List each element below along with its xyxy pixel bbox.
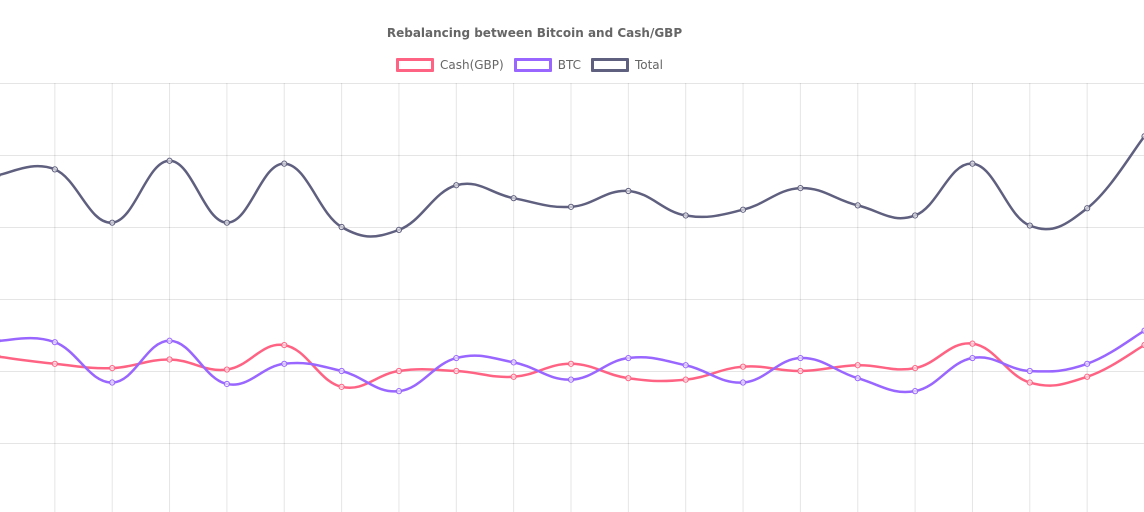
data-point-btc[interactable] bbox=[223, 380, 230, 388]
data-point-total[interactable] bbox=[166, 157, 173, 164]
data-point-cash[interactable] bbox=[1141, 342, 1144, 349]
data-point-cash[interactable] bbox=[1026, 379, 1033, 386]
data-point-cash[interactable] bbox=[109, 365, 116, 372]
data-point-total[interactable] bbox=[1084, 205, 1091, 212]
data-point-total[interactable] bbox=[395, 226, 403, 233]
series-total bbox=[0, 133, 1144, 238]
data-point-cash[interactable] bbox=[912, 365, 919, 372]
data-point-cash[interactable] bbox=[166, 356, 173, 363]
data-point-total[interactable] bbox=[1026, 222, 1033, 229]
data-point-total[interactable] bbox=[969, 160, 976, 167]
data-point-total[interactable] bbox=[281, 160, 288, 167]
data-point-btc[interactable] bbox=[625, 354, 632, 362]
data-point-btc[interactable] bbox=[969, 354, 976, 362]
data-point-total[interactable] bbox=[223, 219, 230, 226]
data-point-total[interactable] bbox=[338, 223, 345, 231]
data-point-cash[interactable] bbox=[567, 360, 575, 367]
data-point-total[interactable] bbox=[682, 212, 689, 219]
data-point-btc[interactable] bbox=[338, 367, 345, 375]
data-point-cash[interactable] bbox=[1084, 373, 1091, 380]
series-line-total bbox=[0, 135, 1144, 238]
data-point-total[interactable] bbox=[567, 203, 575, 210]
data-point-total[interactable] bbox=[854, 202, 861, 209]
data-point-btc[interactable] bbox=[1026, 367, 1033, 375]
series-btc bbox=[0, 327, 1144, 395]
data-point-cash[interactable] bbox=[625, 375, 632, 382]
data-point-btc[interactable] bbox=[854, 375, 861, 382]
data-point-btc[interactable] bbox=[797, 354, 804, 362]
data-point-total[interactable] bbox=[739, 206, 747, 213]
data-point-btc[interactable] bbox=[567, 376, 575, 383]
data-point-total[interactable] bbox=[1141, 133, 1144, 140]
data-point-total[interactable] bbox=[453, 182, 460, 189]
legend-item-btc[interactable]: BTC bbox=[513, 58, 581, 72]
data-point-cash[interactable] bbox=[338, 383, 345, 390]
data-point-cash[interactable] bbox=[510, 373, 517, 380]
legend-swatch-cash bbox=[395, 58, 434, 72]
data-point-cash[interactable] bbox=[395, 367, 403, 375]
data-point-total[interactable] bbox=[51, 166, 58, 173]
data-point-cash[interactable] bbox=[682, 376, 689, 383]
legend-swatch-total bbox=[590, 58, 629, 72]
series-cash bbox=[0, 340, 1144, 390]
legend-label-cash: Cash(GBP) bbox=[439, 58, 504, 72]
data-point-btc[interactable] bbox=[510, 359, 517, 366]
legend-item-cash[interactable]: Cash(GBP) bbox=[395, 58, 504, 72]
data-point-btc[interactable] bbox=[166, 337, 173, 344]
data-point-cash[interactable] bbox=[854, 362, 861, 369]
data-point-cash[interactable] bbox=[223, 366, 230, 373]
data-point-cash[interactable] bbox=[281, 341, 288, 349]
legend-label-total: Total bbox=[634, 58, 663, 72]
legend-item-total[interactable]: Total bbox=[590, 58, 663, 72]
legend: Cash(GBP) BTC Total bbox=[0, 58, 1059, 72]
data-point-btc[interactable] bbox=[739, 379, 747, 386]
grid bbox=[0, 83, 1144, 512]
data-point-total[interactable] bbox=[625, 187, 632, 195]
legend-label-btc: BTC bbox=[557, 58, 581, 72]
chart-title: Rebalancing between Bitcoin and Cash/GBP bbox=[386, 26, 683, 40]
data-point-cash[interactable] bbox=[51, 360, 58, 367]
data-point-btc[interactable] bbox=[682, 362, 689, 369]
data-point-total[interactable] bbox=[912, 212, 919, 219]
data-point-btc[interactable] bbox=[395, 388, 403, 395]
data-point-cash[interactable] bbox=[797, 367, 804, 375]
data-point-total[interactable] bbox=[510, 195, 517, 202]
data-point-btc[interactable] bbox=[109, 379, 116, 386]
data-point-cash[interactable] bbox=[969, 340, 976, 347]
legend-swatch-btc bbox=[513, 58, 552, 72]
data-point-btc[interactable] bbox=[1084, 360, 1091, 367]
data-point-btc[interactable] bbox=[912, 388, 919, 395]
data-point-cash[interactable] bbox=[453, 367, 460, 375]
data-point-cash[interactable] bbox=[739, 363, 747, 370]
data-point-total[interactable] bbox=[109, 219, 116, 226]
data-point-btc[interactable] bbox=[1141, 327, 1144, 334]
series-line-btc bbox=[0, 329, 1144, 394]
data-point-btc[interactable] bbox=[51, 339, 58, 346]
data-point-total[interactable] bbox=[797, 185, 804, 192]
data-point-btc[interactable] bbox=[453, 354, 460, 362]
data-point-btc[interactable] bbox=[281, 360, 288, 367]
